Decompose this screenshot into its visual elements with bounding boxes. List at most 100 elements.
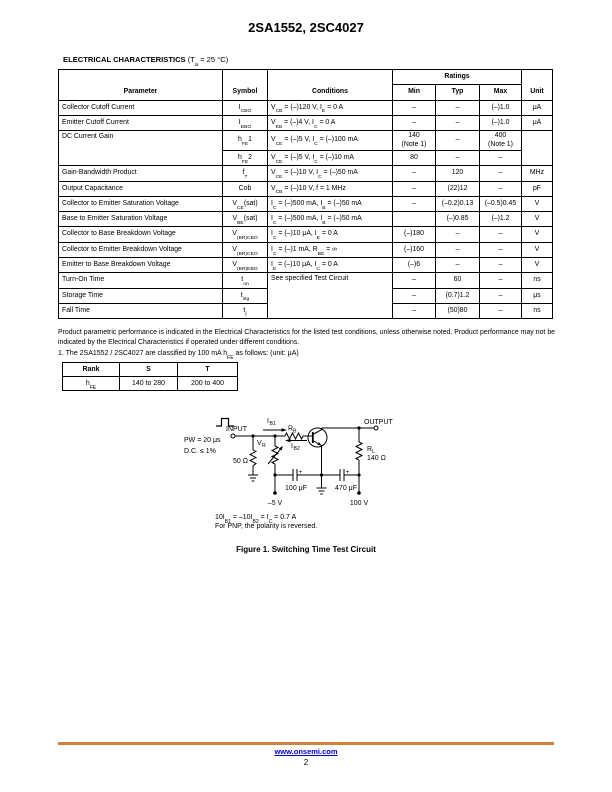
table-cell: (–)160 [392,241,436,259]
vr-arrowhead [278,446,283,451]
table-cell: – [392,195,436,213]
footnote-1: 1. The 2SA1552 / 2SC4027 are classified … [58,350,299,361]
rb-label: R [288,426,293,433]
table-cell: – [392,272,436,289]
table-cell: VCE = (–)10 V, IC = (–)50 mA [267,165,393,182]
rl-value-label: 140 Ω [367,455,386,462]
table-cell: – [392,99,436,116]
table-cell: IE = (–)10 μA, IC = 0 A [267,257,393,274]
table-row: Output Capacitance Cob VCB = (–)10 V, f = … [58,180,553,197]
table-cell: (–)1.0 [479,114,522,132]
table-cell: (50)80 [435,302,480,320]
duty-cycle-label: D.C. ≤ 1% [184,448,216,455]
table-cell: (–)0.85 [435,211,480,228]
table-cell: VCE(sat) [222,195,268,213]
table-cell: Collector to Emitter Saturation Voltage [58,195,223,213]
table-cell: – [479,180,522,197]
table-cell: Collector to Emitter Breakdown Voltage [58,241,223,259]
table-cell: V [521,241,553,259]
table-cell: ton [222,272,268,289]
ib2-label: I [291,443,293,450]
table-header-row: Min Typ Max [59,84,553,101]
table-cell: hFE2 [222,149,268,167]
table-cell: VCE = (–)5 V, IC = (–)100 mA [267,130,393,151]
table-cell: – [435,226,480,243]
source-resistor-label: 50 Ω [233,458,248,465]
table-cell: V [521,195,553,213]
table-cell: Emitter to Base Breakdown Voltage [58,257,223,274]
onsemi-link[interactable]: www.onsemi.com [274,747,338,756]
table-cell: – [392,180,436,197]
io-terminals [230,425,379,439]
emitter-arrowhead [317,442,322,446]
table-cell: – [479,165,522,182]
elec-table-body: Collector Cutoff Current ICBO VCB = (–)120… [58,99,553,320]
table-cell: (–)1.2 [479,211,522,228]
table-row: Storage Time tstg – (0.7)1.2– μs [58,287,553,304]
table-cell: Storage Time [58,287,223,304]
input-label: INPUT [226,426,248,433]
table-cell: Base to Emitter Saturation Voltage [58,211,223,228]
table-cell: IEBO [222,114,268,132]
table-row: Gain-Bandwidth Product fT VCE = (–)10 V, I… [58,165,553,182]
circuit-arrowheads [278,428,322,451]
table-cell: See specified Test Circuit [267,272,393,320]
col-header-typ: Typ [435,84,480,101]
table-row: Collector to Base Breakdown Voltage V(BR)… [58,226,553,243]
ground-icon [316,487,327,495]
table-row: Collector to Emitter Saturation Voltage V… [58,195,553,213]
table-cell: μA [521,99,553,116]
table-cell: μA [521,114,553,132]
section-heading-label: ELECTRICAL CHARACTERISTICS [63,55,186,64]
table-cell: μs [521,287,553,304]
rank-t-header: T [177,362,238,377]
table-header-row: Rank S T [62,362,238,377]
section-heading: ELECTRICAL CHARACTERISTICS (Ta = 25 °C) [63,55,229,69]
table-cell [392,211,436,228]
table-cell: Turn-On Time [58,272,223,289]
table-cell: V [521,211,553,228]
table-cell: VCB = (–)10 V, f = 1 MHz [267,180,393,197]
table-header-row: Parameter Symbol Conditions Ratings Unit [58,68,553,101]
rl-label: R [367,446,372,453]
rb-label-sub: B [293,429,297,435]
col-header-min: Min [392,84,436,101]
table-row: hFE 140 to 280 200 to 400 [62,376,238,391]
pos-supply-terminal [357,491,361,495]
table-cell: Output Capacitance [58,180,223,197]
table-cell: pF [521,180,553,197]
electrical-characteristics-table: Parameter Symbol Conditions Ratings Unit… [58,68,553,320]
output-terminal [373,425,379,431]
output-label: OUTPUT [364,419,394,426]
resistor-50ohm-icon [248,449,258,467]
table-cell: – [392,165,436,182]
table-cell: V [521,226,553,243]
cap2-value-label: 470 μF [335,485,357,492]
ib1-label: I [267,418,269,425]
resistor-rb-icon [284,431,304,441]
table-cell: tstg [222,287,268,304]
table-row: Turn-On Time ton See specified Test Circui… [58,272,553,320]
cap1-value-label: 100 μF [285,485,307,492]
ground-icon [248,474,258,482]
footer-rule [58,742,554,745]
table-cell: V(BR)CEO [222,241,268,259]
table-cell: hFE1 [222,130,268,151]
table-cell: 200 to 400 [177,376,238,391]
neg-supply-terminal [273,491,277,495]
rank-s-header: S [119,362,178,377]
table-cell: 120 [435,165,480,182]
table-cell: – [435,149,480,167]
table-cell: tf [222,302,268,320]
table-cell: 140 (Note 1) [392,130,436,151]
ib2-arrowhead [285,438,291,443]
table-cell: IC = (–)1 mA, RBE = ∞ [267,241,393,259]
table-cell: (–0.5)0.45 [479,195,522,213]
table-row: Collector to Emitter Breakdown Voltage V(… [58,241,553,259]
table-cell: VCB = (–)120 V, IE = 0 A [267,99,393,116]
figure-caption: Figure 1. Switching Time Test Circuit [236,545,376,554]
table-cell: fT [222,165,268,182]
circuit-pnp-note: For PNP, the polarity is reversed. [215,523,318,531]
table-cell: Collector to Base Breakdown Voltage [58,226,223,243]
section-heading-condition: (Ta = 25 °C) [187,55,229,69]
